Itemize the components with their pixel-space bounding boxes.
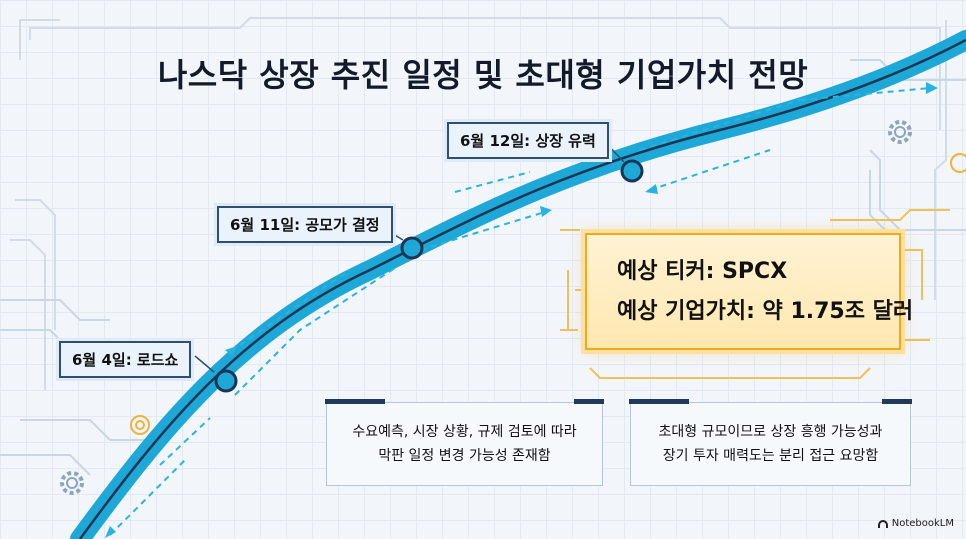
dashed-arrows [109, 87, 931, 536]
page-title: 나스닥 상장 추진 일정 및 초대형 기업가치 전망 [157, 56, 809, 94]
arrow-heads [105, 82, 938, 538]
circuit-frame [10, 17, 947, 390]
milestone-label-pricing: 6월 11일: 공모가 결정 [217, 206, 393, 243]
note-line: 장기 투자 매력도는 분리 접근 요망함 [662, 448, 879, 464]
investment-note: 초대형 규모이므로 상장 흥행 가능성과 장기 투자 매력도는 분리 접근 요망… [629, 399, 912, 486]
growth-curve-core [78, 38, 966, 539]
coin-icon [130, 153, 966, 435]
valuation-text: 예상 기업가치: 약 1.75조 달러 [617, 298, 914, 324]
gear-icon [888, 120, 912, 144]
milestone-label-roadshow: 6월 4일: 로드쇼 [59, 341, 192, 378]
brand-watermark: NotebookLM [877, 518, 954, 529]
ticker-text: 예상 티커: SPCX [617, 258, 788, 284]
milestone-label-listing: 6월 12일: 상장 유력 [447, 122, 609, 159]
schedule-risk-note: 수요예측, 시장 상황, 규제 검토에 따라 막판 일정 변경 가능성 존재함 [325, 399, 604, 486]
circuit-traces-left [0, 299, 160, 476]
highlight-circuit-lines [560, 209, 950, 379]
milestone-node [214, 159, 644, 393]
notebooklm-logo-icon [877, 519, 888, 528]
valuation-highlight-box: 예상 티커: SPCX 예상 기업가치: 약 1.75조 달러 [585, 233, 914, 350]
brand-name: NotebookLM [891, 518, 954, 529]
gear-icon [60, 471, 84, 495]
note-line: 초대형 규모이므로 상장 흥행 가능성과 [658, 424, 883, 440]
note-line: 수요예측, 시장 상황, 규제 검토에 따라 [352, 424, 577, 440]
note-line: 막판 일정 변경 가능성 존재함 [378, 448, 551, 464]
